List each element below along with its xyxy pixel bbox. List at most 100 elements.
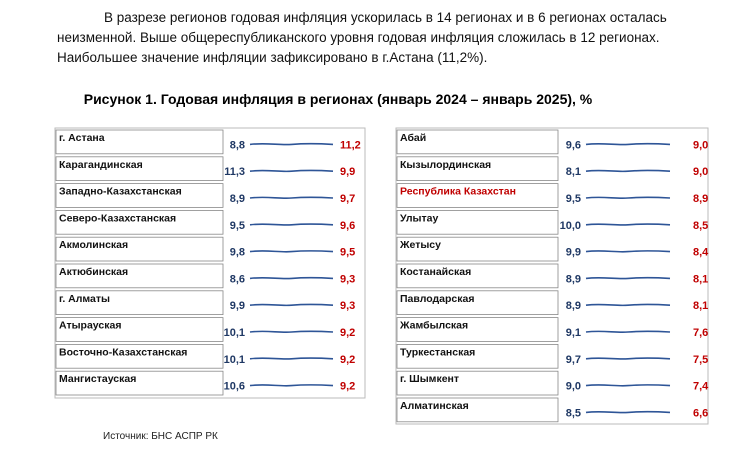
start-value: 8,1: [566, 166, 581, 178]
name-cell: [396, 209, 559, 235]
end-value: 6,6: [693, 407, 708, 419]
start-value: 8,8: [230, 139, 245, 151]
table-frame: [54, 127, 366, 399]
sparkline: [249, 169, 334, 173]
start-value: 11,3: [224, 166, 245, 178]
end-value: 9,5: [340, 247, 355, 259]
end-value: 11,2: [340, 139, 361, 151]
name-cell: [396, 343, 559, 369]
sparkline: [585, 410, 671, 414]
name-cell: [396, 236, 559, 262]
sparkline: [249, 303, 334, 307]
sparkline: [585, 276, 671, 280]
sparkline: [249, 276, 334, 280]
region-name: Восточно-Казахстанская: [59, 346, 187, 358]
end-value: 8,1: [693, 273, 708, 285]
name-cell: [55, 263, 224, 289]
end-value: 8,4: [693, 247, 709, 259]
start-value: 8,5: [566, 407, 581, 419]
name-cell: [55, 236, 224, 262]
region-name: г. Астана: [59, 132, 105, 144]
paragraph-line: В разрезе регионов годовая инфляция уско…: [104, 10, 667, 25]
start-value: 9,5: [566, 193, 581, 205]
sparkline: [249, 142, 334, 146]
name-cell: [55, 183, 224, 208]
start-value: 10,0: [560, 220, 581, 232]
start-value: 10,1: [224, 354, 245, 366]
region-name: Алматинская: [400, 400, 469, 412]
region-name: Жамбылская: [399, 320, 468, 332]
start-value: 9,6: [566, 139, 581, 151]
sparkline: [585, 169, 671, 173]
name-cell: [396, 129, 559, 155]
sparkline: [249, 223, 334, 226]
name-cell: [396, 156, 559, 182]
start-value: 9,0: [566, 381, 581, 393]
end-value: 9,7: [340, 193, 355, 205]
paragraph-line: Наибольшее значение инфляции зафиксирова…: [57, 50, 487, 65]
end-value: 8,1: [693, 300, 708, 312]
region-name: Западно-Казахстанская: [59, 186, 182, 198]
region-name: Павлодарская: [400, 293, 475, 305]
end-value: 9,3: [340, 300, 355, 312]
sparkline: [585, 142, 671, 146]
sparkline: [249, 196, 334, 200]
start-value: 8,9: [230, 193, 245, 205]
region-name: Жетысу: [399, 239, 441, 251]
region-name: Костанайская: [400, 266, 471, 278]
end-value: 9,0: [693, 166, 708, 178]
figure-caption: Рисунок 1. Годовая инфляция в регионах (…: [84, 91, 593, 107]
end-value: 9,6: [340, 220, 355, 232]
region-name: Абай: [400, 132, 426, 144]
paragraph-line: неизменной. Выше общереспубликанского ур…: [57, 30, 660, 45]
end-value: 7,4: [693, 381, 709, 393]
region-name: Туркестанская: [400, 346, 475, 358]
region-name: г. Алматы: [59, 293, 110, 305]
source-note: Источник: БНС АСПР РК: [103, 431, 218, 442]
start-value: 9,8: [230, 247, 245, 259]
start-value: 9,9: [566, 247, 581, 259]
start-value: 10,1: [224, 327, 245, 339]
start-value: 8,9: [566, 273, 581, 285]
end-value: 8,5: [693, 220, 708, 232]
end-value: 9,3: [340, 273, 355, 285]
sparkline: [585, 196, 671, 200]
region-name: Актюбинская: [59, 266, 128, 278]
start-value: 9,1: [566, 327, 581, 339]
sparkline: [585, 330, 671, 334]
sparkline: [585, 223, 671, 226]
name-cell: [396, 183, 559, 208]
name-cell: [396, 317, 559, 342]
start-value: 9,9: [230, 300, 245, 312]
name-cell: [55, 129, 224, 155]
sparkline: [249, 357, 334, 360]
region-name: Северо-Казахстанская: [59, 212, 176, 224]
region-name: г. Шымкент: [400, 373, 459, 385]
name-cell: [55, 370, 224, 396]
table-frame: [395, 127, 709, 425]
end-value: 8,9: [693, 193, 708, 205]
sparkline: [585, 303, 671, 307]
name-cell: [55, 343, 224, 369]
end-value: 9,9: [340, 166, 355, 178]
region-name: Акмолинская: [59, 239, 128, 251]
sparkline: [585, 384, 671, 387]
name-cell: [396, 290, 559, 315]
sparkline: [585, 250, 671, 253]
region-name: Атырауская: [59, 320, 121, 332]
end-value: 9,2: [340, 327, 355, 339]
start-value: 10,6: [224, 381, 245, 393]
end-value: 9,0: [693, 139, 708, 151]
sparkline: [249, 250, 334, 253]
end-value: 7,6: [693, 327, 708, 339]
sparkline: [249, 384, 334, 387]
end-value: 9,2: [340, 381, 355, 393]
region-name: Карагандинская: [59, 159, 143, 171]
region-name: Республика Казахстан: [400, 186, 516, 198]
name-cell: [55, 290, 224, 315]
start-value: 8,9: [566, 300, 581, 312]
name-cell: [55, 209, 224, 235]
name-cell: [55, 317, 224, 342]
end-value: 7,5: [693, 354, 708, 366]
